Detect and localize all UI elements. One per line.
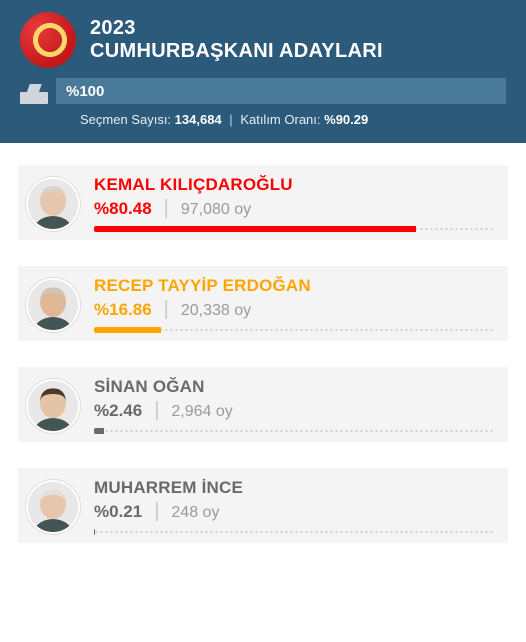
candidate-stats: %80.48 | 97,080 oy — [94, 197, 494, 220]
voters-value: 134,684 — [175, 112, 222, 127]
header-year: 2023 — [90, 17, 136, 39]
candidate-body: SİNAN OĞAN %2.46 | 2,964 oy — [94, 377, 494, 434]
vote-bar-fill — [94, 428, 104, 434]
voters-label: Seçmen Sayısı: — [80, 112, 171, 127]
candidate-avatar — [26, 379, 80, 433]
count-progress-row: %100 — [20, 78, 506, 104]
candidate-stats: %2.46 | 2,964 oy — [94, 399, 494, 422]
vote-bar-track — [94, 428, 494, 434]
vote-bar-track — [94, 529, 494, 535]
candidate-avatar — [26, 278, 80, 332]
vote-bar-track — [94, 226, 494, 232]
count-progress-fill: %100 — [56, 78, 506, 104]
title-text: 2023 CUMHURBAŞKANI ADAYLARI — [90, 17, 383, 63]
candidate-card: MUHARREM İNCE %0.21 | 248 oy — [18, 468, 508, 543]
candidate-pct: %0.21 — [94, 502, 142, 522]
header-stats: Seçmen Sayısı: 134,684 | Katılım Oranı: … — [80, 112, 506, 127]
vote-bar-fill — [94, 529, 95, 535]
candidate-card: RECEP TAYYİP ERDOĞAN %16.86 | 20,338 oy — [18, 266, 508, 341]
count-progress-track: %100 — [56, 78, 506, 104]
vote-bar-fill — [94, 327, 161, 333]
ballot-box-icon — [20, 82, 48, 104]
candidates-list: KEMAL KILIÇDAROĞLU %80.48 | 97,080 oy RE… — [0, 143, 526, 591]
candidate-votes: 20,338 oy — [181, 302, 251, 320]
vote-bar-fill — [94, 226, 416, 232]
count-progress-label: %100 — [66, 83, 104, 100]
candidate-name: RECEP TAYYİP ERDOĞAN — [94, 276, 494, 296]
candidate-pct: %2.46 — [94, 401, 142, 421]
header-title: CUMHURBAŞKANI ADAYLARI — [90, 40, 383, 62]
turnout-value: %90.29 — [324, 112, 368, 127]
candidate-votes: 248 oy — [171, 504, 219, 522]
candidate-body: MUHARREM İNCE %0.21 | 248 oy — [94, 478, 494, 535]
candidate-stats: %16.86 | 20,338 oy — [94, 298, 494, 321]
candidate-card: SİNAN OĞAN %2.46 | 2,964 oy — [18, 367, 508, 442]
turnout-label: Katılım Oranı: — [240, 112, 320, 127]
vote-bar-track — [94, 327, 494, 333]
candidate-votes: 2,964 oy — [171, 403, 232, 421]
stats-separator: | — [229, 112, 232, 127]
candidate-body: RECEP TAYYİP ERDOĞAN %16.86 | 20,338 oy — [94, 276, 494, 333]
presidential-seal-icon — [20, 12, 76, 68]
stat-divider: | — [164, 197, 169, 220]
candidate-name: SİNAN OĞAN — [94, 377, 494, 397]
candidate-pct: %16.86 — [94, 300, 152, 320]
stat-divider: | — [164, 298, 169, 321]
candidate-avatar — [26, 177, 80, 231]
title-row: 2023 CUMHURBAŞKANI ADAYLARI — [20, 12, 506, 68]
stat-divider: | — [154, 399, 159, 422]
header: 2023 CUMHURBAŞKANI ADAYLARI %100 Seçmen … — [0, 0, 526, 143]
candidate-card: KEMAL KILIÇDAROĞLU %80.48 | 97,080 oy — [18, 165, 508, 240]
candidate-avatar — [26, 480, 80, 534]
stat-divider: | — [154, 500, 159, 523]
candidate-pct: %80.48 — [94, 199, 152, 219]
candidate-votes: 97,080 oy — [181, 201, 251, 219]
candidate-name: MUHARREM İNCE — [94, 478, 494, 498]
candidate-body: KEMAL KILIÇDAROĞLU %80.48 | 97,080 oy — [94, 175, 494, 232]
candidate-stats: %0.21 | 248 oy — [94, 500, 494, 523]
candidate-name: KEMAL KILIÇDAROĞLU — [94, 175, 494, 195]
